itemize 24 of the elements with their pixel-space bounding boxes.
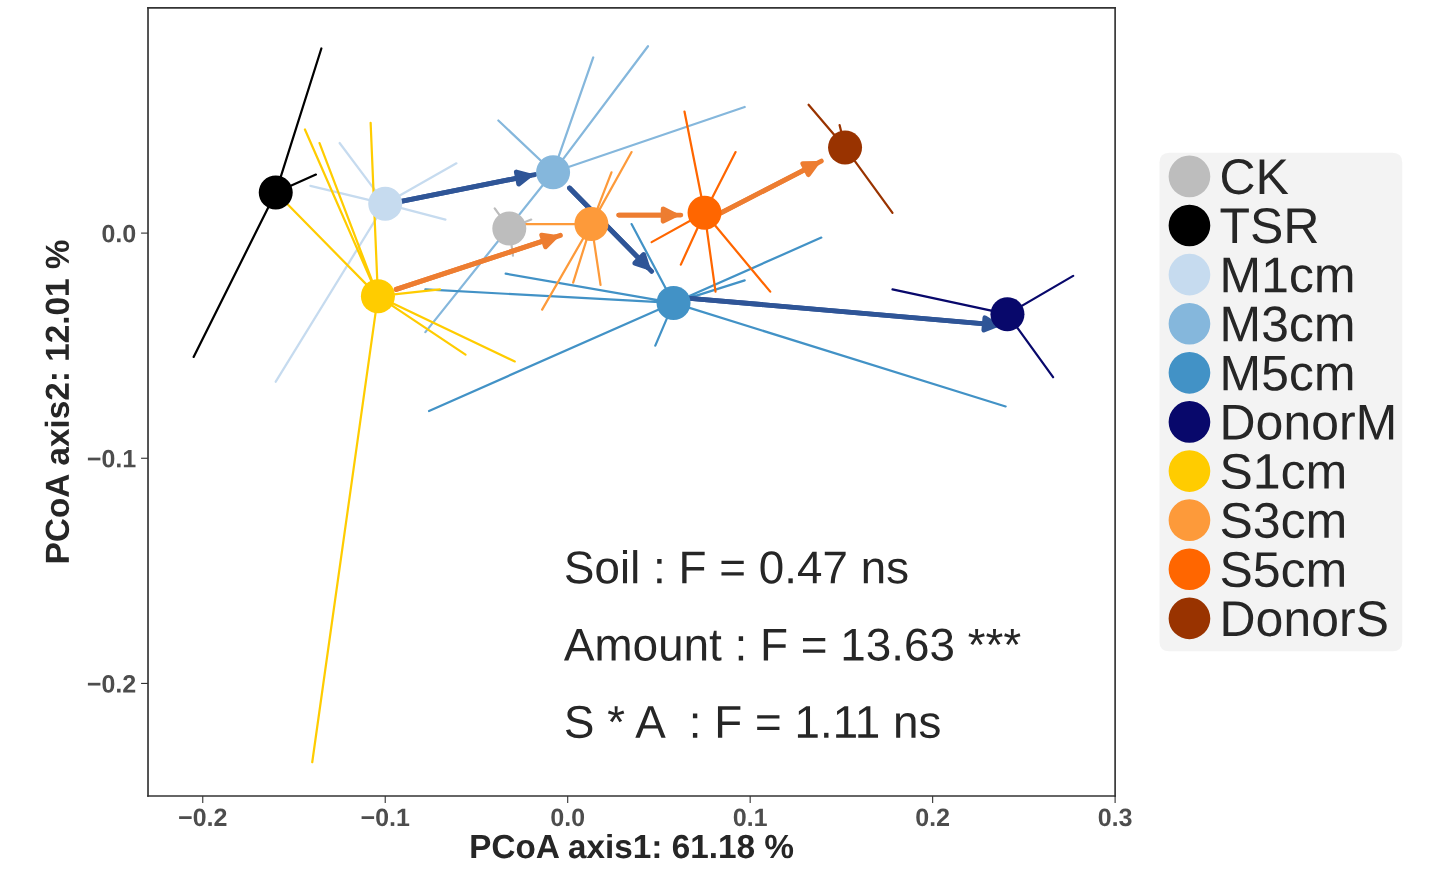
y-tick-label: 0.0 (102, 224, 136, 243)
y-tick-label: −0.1 (87, 449, 136, 468)
x-tick-label: 0.2 (916, 808, 950, 827)
legend-label: S1cm (1221, 453, 1344, 490)
legend-label: S5cm (1221, 551, 1344, 588)
legend-label: M3cm (1223, 306, 1353, 342)
y-axis-title: PCoA axis2: 12.01 % (44, 240, 70, 563)
annotation: S * A : F = 1.11 ns (565, 705, 940, 739)
legend-label: DonorM (1223, 405, 1394, 440)
legend-label: DonorS (1223, 600, 1387, 637)
annotation: Amount : F = 13.63 *** (563, 628, 1021, 661)
legend-label: TSR (1220, 208, 1318, 244)
legend-label: S3cm (1221, 502, 1344, 539)
y-tick-label: −0.2 (87, 675, 136, 693)
x-tick-label: −0.2 (179, 808, 227, 827)
x-axis-title: PCoA axis1: 61.18 % (471, 833, 794, 859)
x-tick-label: 0.1 (733, 808, 767, 827)
legend-label: M1cm (1223, 257, 1353, 293)
x-tick-label: −0.1 (361, 808, 410, 827)
x-tick-label: 0.3 (1098, 808, 1132, 827)
x-tick-label: 0.0 (551, 808, 585, 827)
annotation: Soil : F = 0.47 ns (565, 550, 908, 584)
legend-label: M5cm (1223, 355, 1353, 391)
legend-label: CK (1221, 158, 1289, 195)
